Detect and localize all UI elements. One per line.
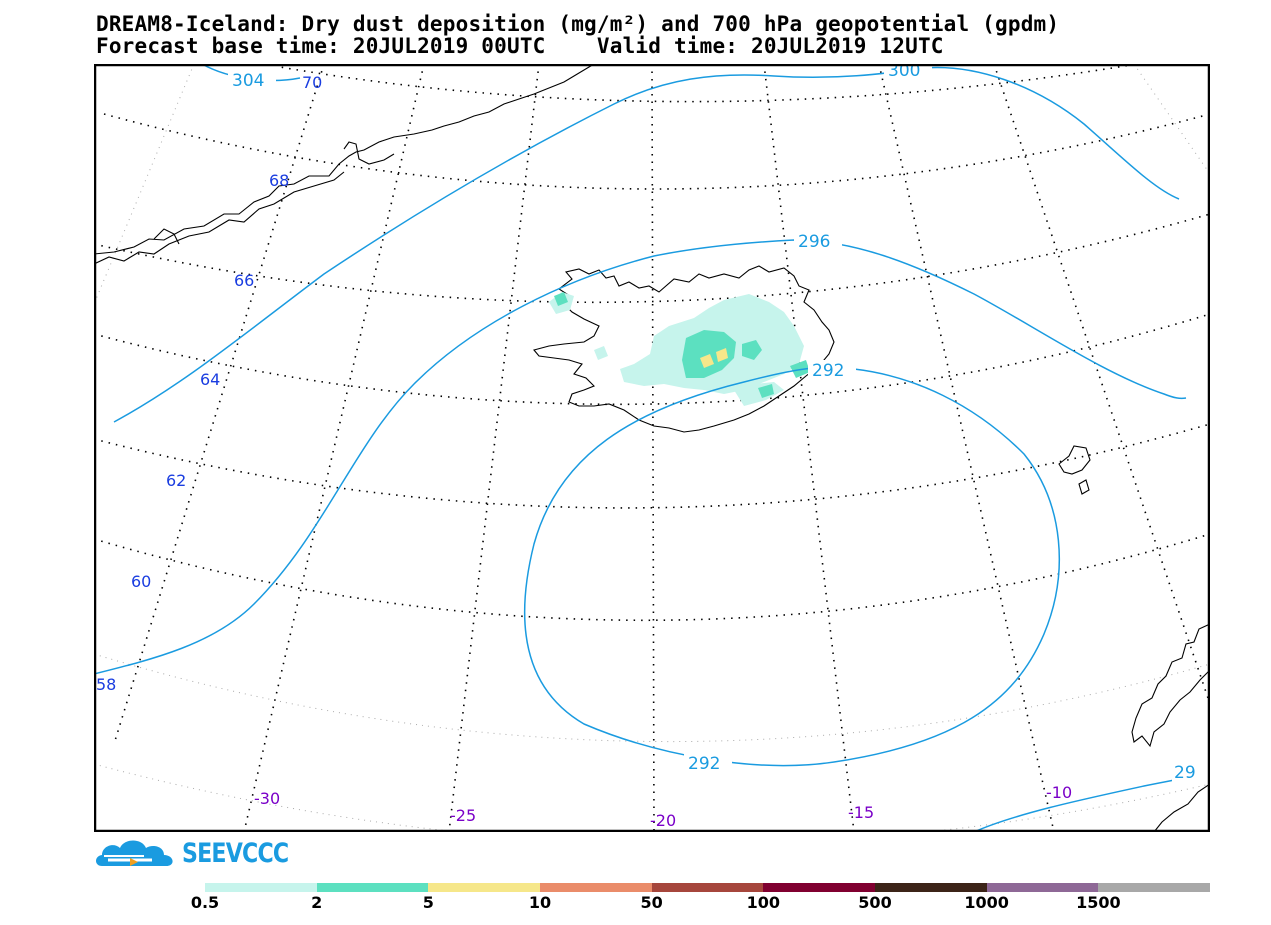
latitude-label: 62: [166, 471, 186, 490]
latitude-label: 60: [131, 572, 151, 591]
chart-title: DREAM8-Iceland: Dry dust deposition (mg/…: [96, 12, 1060, 36]
iceland-dust-shading: [549, 292, 810, 406]
greenland-coast: [94, 64, 595, 265]
legend-swatch: [205, 883, 317, 892]
legend-threshold-label: 0.5: [190, 893, 220, 912]
longitude-gridlines: [113, 64, 1210, 832]
legend-swatch: [540, 883, 652, 892]
geopotential-label: 304: [232, 71, 264, 91]
legend-threshold-label: 500: [858, 893, 892, 912]
legend-swatch: [428, 883, 541, 892]
geopotential-labels: 304 300 296 292 292 29: [228, 64, 1210, 784]
seevccc-logo: SEEVCCC: [94, 836, 314, 872]
longitude-label: -30: [254, 789, 280, 808]
legend-threshold-label: 100: [746, 893, 781, 912]
geopotential-contours: [94, 64, 1210, 832]
longitude-label: -10: [1046, 783, 1072, 802]
legend-swatch: [651, 883, 764, 892]
latitude-label: 64: [200, 370, 220, 389]
legend-swatch: [316, 883, 429, 892]
faroe-coast: [1058, 445, 1091, 495]
latitude-label: 66: [234, 271, 254, 290]
geopotential-label: 300: [888, 64, 920, 81]
legend-swatch: [875, 883, 987, 892]
legend-swatch: [763, 883, 876, 892]
logo-text: SEEVCCC: [182, 838, 289, 869]
geopotential-label: 29: [1174, 763, 1196, 783]
legend-swatch: [1098, 883, 1211, 892]
geopotential-label: 292: [812, 361, 844, 381]
legend-threshold-label: 2: [311, 893, 323, 912]
latitude-gridlines-faint: [94, 653, 1210, 832]
latitude-gridlines: [94, 64, 1210, 622]
longitude-labels: -30 -25 -20 -15 -10: [254, 783, 1072, 830]
map-border: [94, 64, 1210, 832]
geopotential-label: 292: [688, 754, 720, 774]
legend-colorbar: [205, 883, 1211, 892]
longitude-label: -25: [450, 806, 476, 825]
legend-threshold-label: 1500: [1076, 893, 1121, 912]
legend-swatch: [986, 883, 1099, 892]
legend-threshold-label: 50: [640, 893, 663, 912]
longitude-label: -15: [848, 803, 874, 822]
cloud-logo-icon: [96, 840, 173, 866]
legend-threshold-label: 1000: [964, 893, 1009, 912]
latitude-label: 68: [269, 171, 289, 190]
legend-threshold-label: 5: [422, 893, 434, 912]
latitude-labels: 70 68 66 64 62 60 58: [96, 73, 322, 694]
chart-subtitle: Forecast base time: 20JUL2019 00UTC Vali…: [96, 34, 944, 58]
latitude-label: 58: [96, 675, 116, 694]
legend-threshold-label: 10: [528, 893, 552, 912]
longitude-label: -20: [650, 811, 676, 830]
longitude-gridlines-faint: [94, 64, 1210, 305]
geopotential-label: 296: [798, 232, 830, 252]
map-panel: 304 300 296 292 292 29 70 68 66 64 62 60…: [94, 64, 1210, 832]
map-canvas: 304 300 296 292 292 29 70 68 66 64 62 60…: [94, 64, 1210, 832]
iceland-land: [533, 265, 835, 433]
latitude-label: 70: [302, 73, 322, 92]
scandinavia-coast: [1131, 623, 1210, 832]
